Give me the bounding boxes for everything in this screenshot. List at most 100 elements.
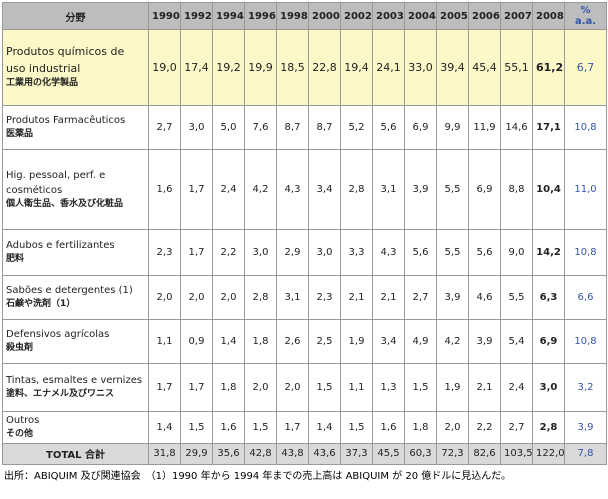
value-cell: 5,5 <box>436 149 469 230</box>
value-cell: 1,9 <box>340 319 373 364</box>
value-cell: 1,8 <box>212 363 245 412</box>
label-jp: 肥料 <box>6 254 25 265</box>
total-cell: 29,9 <box>180 442 213 465</box>
value-cell: 17,1 <box>532 105 565 150</box>
header-cell: 1998 <box>276 2 309 30</box>
header-row: 分野 1990 1992 1994 1996 1998 2000 2002 2003 2004 20… <box>2 2 607 30</box>
value-cell: 2,1 <box>468 363 501 412</box>
value-cell: 4,6 <box>468 275 501 320</box>
label-pt: Hig. pessoal, perf. e cosméticos <box>6 169 106 196</box>
value-cell: 2,0 <box>276 363 309 412</box>
label-jp: 医薬品 <box>6 129 34 140</box>
value-cell: 6,9 <box>532 319 565 364</box>
value-cell: 5,5 <box>436 229 469 276</box>
value-cell: 8,7 <box>276 105 309 150</box>
header-cell: 1996 <box>244 2 277 30</box>
row: Produtos Farmacêuticos 医薬品 2,7 3,0 5,0 7,6 8,7… <box>2 105 607 150</box>
row: Defensivos agrícolas 殺虫剤 1,1 0,9 1,4 1,8 2,6 2,… <box>2 319 607 364</box>
value-cell: 1,7 <box>180 149 213 230</box>
value-cell: 19,4 <box>340 29 373 106</box>
value-cell: 1,3 <box>372 363 405 412</box>
value-cell: 2,7 <box>404 275 437 320</box>
total-cell: 7,8 <box>564 442 607 465</box>
row-label: Hig. pessoal, perf. e cosméticos 個人衛生品、香水… <box>2 149 149 230</box>
value-cell: 10,8 <box>564 229 607 276</box>
value-cell: 2,3 <box>148 229 181 276</box>
header-cell: 2008 <box>532 2 565 30</box>
value-cell: 3,3 <box>340 229 373 276</box>
value-cell: 10,4 <box>532 149 565 230</box>
value-cell: 1,4 <box>148 411 181 444</box>
label-jp: 個人衛生品、香水及び化粧品 <box>6 198 124 209</box>
data-table: 分野 1990 1992 1994 1996 1998 2000 2002 2003 2004 20… <box>2 2 607 465</box>
row: Sabões e detergentes (1) 石鹸や洗剤（1） 2,0 2,0 2,… <box>2 275 607 320</box>
total-cell: 72,3 <box>436 442 469 465</box>
value-cell: 5,5 <box>500 275 533 320</box>
value-cell: 1,5 <box>340 411 373 444</box>
value-cell: 1,4 <box>212 319 245 364</box>
total-cell: 82,6 <box>468 442 501 465</box>
value-cell: 4,2 <box>244 149 277 230</box>
value-cell: 6,3 <box>532 275 565 320</box>
total-cell: 103,5 <box>500 442 533 465</box>
value-cell: 33,0 <box>404 29 437 106</box>
total-row: TOTAL 合計 31,8 29,9 35,6 42,8 43,8 43,6 37,3 45,5… <box>2 442 607 465</box>
value-cell: 1,1 <box>148 319 181 364</box>
label-pt: Produtos químicos de uso industrial <box>6 45 125 75</box>
value-cell: 19,0 <box>148 29 181 106</box>
value-cell: 3,4 <box>372 319 405 364</box>
value-cell: 2,0 <box>180 275 213 320</box>
value-cell: 3,4 <box>308 149 341 230</box>
value-cell: 3,9 <box>468 319 501 364</box>
value-cell: 4,9 <box>404 319 437 364</box>
label-pt: Sabões e detergentes (1) <box>6 285 133 297</box>
value-cell: 1,6 <box>148 149 181 230</box>
header-cell: 2005 <box>436 2 469 30</box>
value-cell: 22,8 <box>308 29 341 106</box>
total-cell: 122,0 <box>532 442 565 465</box>
value-cell: 3,0 <box>308 229 341 276</box>
header-cell: 1990 <box>148 2 181 30</box>
value-cell: 5,2 <box>340 105 373 150</box>
value-cell: 1,7 <box>276 411 309 444</box>
value-cell: 4,2 <box>436 319 469 364</box>
value-cell: 8,8 <box>500 149 533 230</box>
label-pt: Tintas, esmaltes e vernizes <box>6 375 143 387</box>
value-cell: 2,0 <box>244 363 277 412</box>
header-cell: 2002 <box>340 2 373 30</box>
value-cell: 5,6 <box>404 229 437 276</box>
value-cell: 5,6 <box>468 229 501 276</box>
value-cell: 2,7 <box>148 105 181 150</box>
value-cell: 1,6 <box>212 411 245 444</box>
value-cell: 1,6 <box>372 411 405 444</box>
label-pt: Outros <box>6 415 40 426</box>
total-cell: 60,3 <box>404 442 437 465</box>
value-cell: 14,2 <box>532 229 565 276</box>
value-cell: 1,8 <box>404 411 437 444</box>
value-cell: 8,7 <box>308 105 341 150</box>
label-jp: その他 <box>6 429 34 439</box>
value-cell: 5,6 <box>372 105 405 150</box>
row: Outros その他 1,4 1,5 1,6 1,5 1,7 1,4 1,5 1,6 1,8 2,0 2… <box>2 411 607 444</box>
label-jp: 殺虫剤 <box>6 343 34 354</box>
value-cell: 17,4 <box>180 29 213 106</box>
value-cell: 1,9 <box>436 363 469 412</box>
value-cell: 6,7 <box>564 29 607 106</box>
value-cell: 61,2 <box>532 29 565 106</box>
value-cell: 2,8 <box>340 149 373 230</box>
value-cell: 14,6 <box>500 105 533 150</box>
value-cell: 3,0 <box>244 229 277 276</box>
value-cell: 19,9 <box>244 29 277 106</box>
value-cell: 3,9 <box>436 275 469 320</box>
value-cell: 1,7 <box>180 229 213 276</box>
total-cell: 37,3 <box>340 442 373 465</box>
footer: 出所：ABIQUIM 及び関連協会 （1）1990 年から 1994 年までの売… <box>4 470 511 482</box>
row-label: Outros その他 <box>2 411 149 444</box>
value-cell: 4,3 <box>372 229 405 276</box>
row: Hig. pessoal, perf. e cosméticos 個人衛生品、香水… <box>2 149 607 230</box>
value-cell: 1,5 <box>244 411 277 444</box>
label-pt: Adubos e fertilizantes <box>6 240 115 252</box>
value-cell: 39,4 <box>436 29 469 106</box>
header-cell: 2007 <box>500 2 533 30</box>
